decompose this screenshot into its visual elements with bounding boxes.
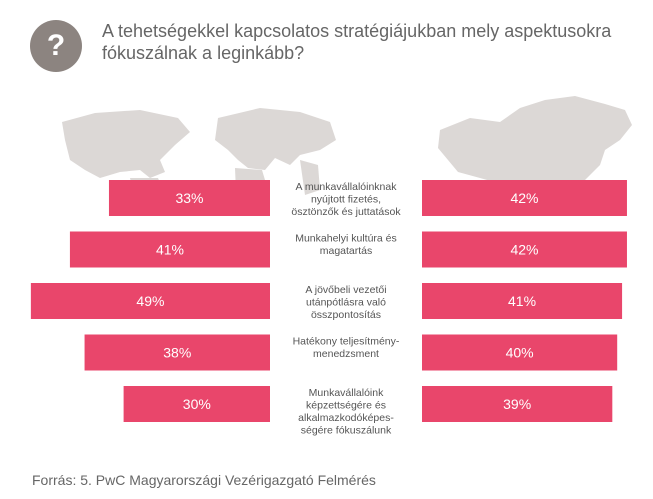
- question-mark-icon: ?: [30, 20, 82, 72]
- bar-label-hungary-1: 42%: [510, 242, 538, 258]
- bar-label-hungary-4: 39%: [503, 396, 531, 412]
- bar-label-world-0: 33%: [175, 190, 203, 206]
- bar-label-world-2: 49%: [136, 293, 164, 309]
- page-title: A tehetségekkel kapcsolatos stratégiájuk…: [102, 21, 612, 63]
- bar-world-0: [108, 180, 271, 216]
- bar-world-3: [84, 334, 270, 371]
- bar-hungary-3: [422, 334, 618, 371]
- source-note: Forrás: 5. PwC Magyarországi Vezérigazga…: [32, 472, 376, 488]
- category-label-0: A munkavállalóinknak nyújtott fizetés, ösz…: [291, 181, 401, 218]
- bar-label-hungary-0: 42%: [510, 190, 538, 206]
- bar-label-world-4: 30%: [183, 396, 211, 412]
- bar-hungary-1: [422, 231, 627, 268]
- bar-hungary-0: [422, 180, 627, 216]
- bar-label-hungary-2: 41%: [508, 293, 536, 309]
- category-label-3: Hatékony teljesítmény-menedzsment: [293, 336, 400, 361]
- bar-label-world-3: 38%: [163, 345, 191, 361]
- bar-world-1: [69, 231, 270, 268]
- bar-label-world-1: 41%: [156, 242, 184, 258]
- bar-hungary-4: [422, 386, 613, 422]
- category-label-1: Munkahelyi kultúra és magatartás: [295, 233, 397, 258]
- category-label-2: A jövőbeli vezetői utánpótlásra való összp…: [305, 284, 386, 321]
- bar-label-hungary-3: 40%: [506, 345, 534, 361]
- bar-hungary-2: [422, 283, 623, 319]
- bar-world-2: [30, 283, 270, 319]
- bar-world-4: [123, 386, 270, 422]
- category-label-4: Munkavállalóink képzettségére és alkalmazk…: [298, 387, 394, 437]
- hungary-map-background: [438, 96, 632, 190]
